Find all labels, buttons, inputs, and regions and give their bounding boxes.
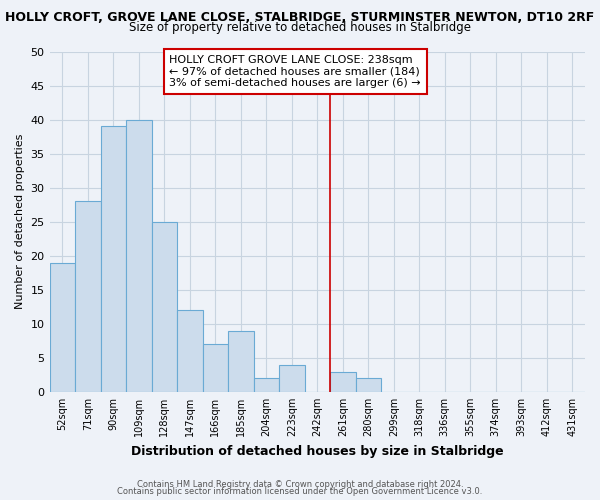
Bar: [75, 202, 101, 392]
Bar: [152, 222, 177, 392]
Bar: [126, 120, 152, 392]
Text: Contains public sector information licensed under the Open Government Licence v3: Contains public sector information licen…: [118, 487, 482, 496]
Bar: [330, 372, 356, 392]
X-axis label: Distribution of detached houses by size in Stalbridge: Distribution of detached houses by size …: [131, 444, 503, 458]
Y-axis label: Number of detached properties: Number of detached properties: [15, 134, 25, 310]
Bar: [356, 378, 381, 392]
Bar: [228, 330, 254, 392]
Bar: [203, 344, 228, 392]
Text: Size of property relative to detached houses in Stalbridge: Size of property relative to detached ho…: [129, 21, 471, 34]
Bar: [279, 364, 305, 392]
Bar: [101, 126, 126, 392]
Text: HOLLY CROFT, GROVE LANE CLOSE, STALBRIDGE, STURMINSTER NEWTON, DT10 2RF: HOLLY CROFT, GROVE LANE CLOSE, STALBRIDG…: [5, 11, 595, 24]
Bar: [50, 262, 75, 392]
Text: HOLLY CROFT GROVE LANE CLOSE: 238sqm
← 97% of detached houses are smaller (184)
: HOLLY CROFT GROVE LANE CLOSE: 238sqm ← 9…: [169, 55, 421, 88]
Text: Contains HM Land Registry data © Crown copyright and database right 2024.: Contains HM Land Registry data © Crown c…: [137, 480, 463, 489]
Bar: [254, 378, 279, 392]
Bar: [177, 310, 203, 392]
